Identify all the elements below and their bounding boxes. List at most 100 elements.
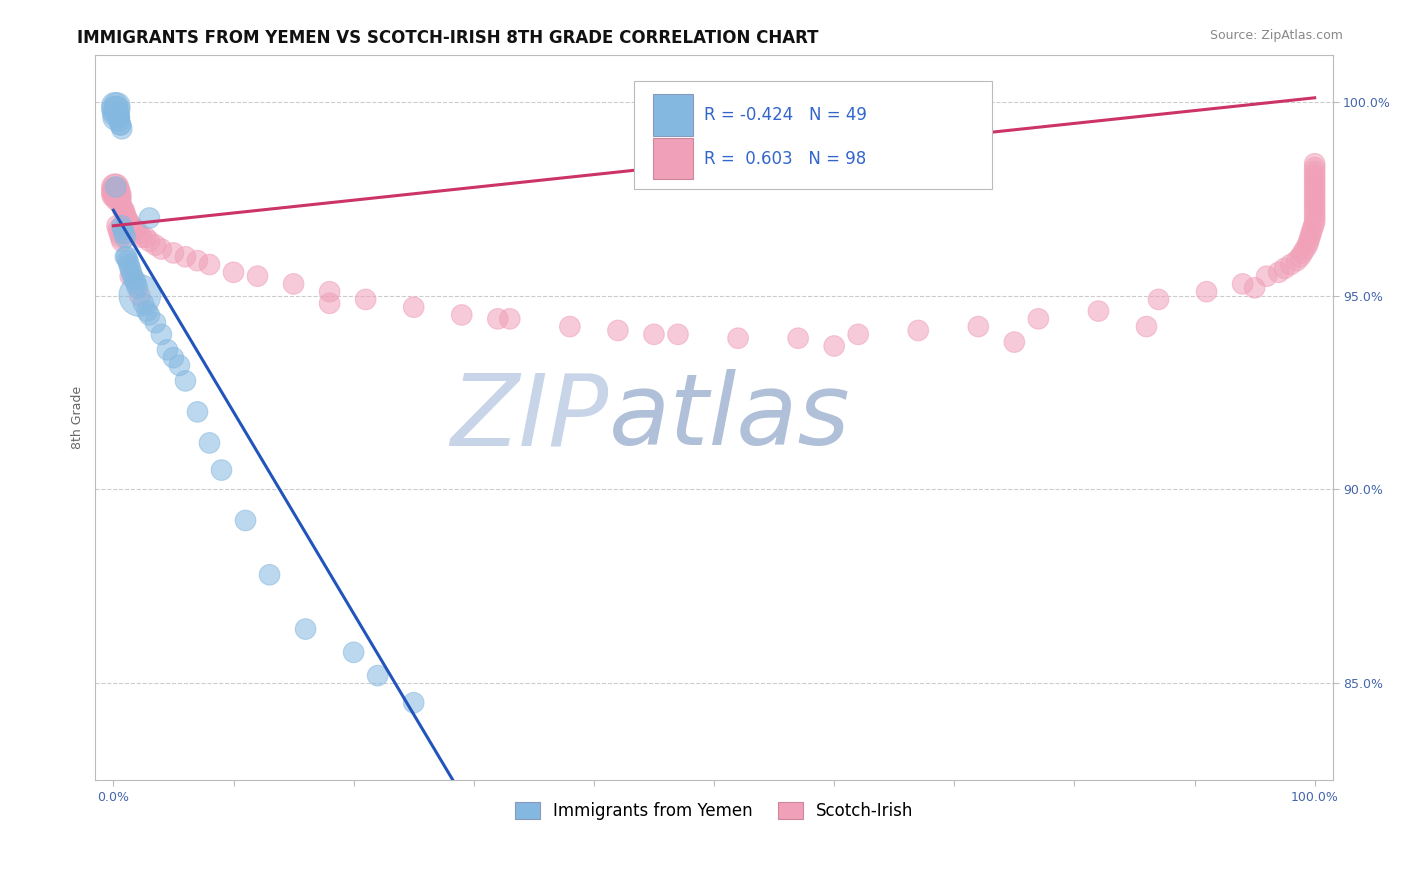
Text: Source: ZipAtlas.com: Source: ZipAtlas.com: [1209, 29, 1343, 42]
Text: IMMIGRANTS FROM YEMEN VS SCOTCH-IRISH 8TH GRADE CORRELATION CHART: IMMIGRANTS FROM YEMEN VS SCOTCH-IRISH 8T…: [77, 29, 818, 46]
Point: [132, 296, 155, 310]
Point: [127, 281, 149, 295]
Point: [118, 215, 141, 229]
Point: [222, 265, 245, 279]
Point: [112, 203, 135, 218]
Point: [128, 227, 150, 241]
Point: [246, 269, 269, 284]
Point: [967, 319, 990, 334]
Point: [103, 98, 125, 112]
Text: R =  0.603   N = 98: R = 0.603 N = 98: [704, 150, 866, 168]
Point: [138, 308, 160, 322]
Point: [1298, 234, 1320, 248]
Point: [156, 343, 179, 357]
Point: [117, 215, 139, 229]
Point: [124, 273, 146, 287]
Point: [104, 184, 127, 198]
Point: [162, 351, 184, 365]
Point: [145, 316, 167, 330]
Point: [110, 118, 132, 132]
Point: [1002, 335, 1025, 350]
Point: [111, 222, 134, 236]
Point: [402, 696, 425, 710]
Point: [138, 211, 160, 225]
Point: [110, 195, 132, 210]
Point: [1195, 285, 1218, 299]
Point: [108, 114, 131, 128]
Point: [727, 331, 749, 345]
Point: [1303, 199, 1326, 213]
Point: [486, 311, 509, 326]
Point: [318, 296, 340, 310]
Point: [111, 203, 134, 218]
Point: [107, 187, 129, 202]
Point: [103, 187, 125, 202]
Point: [105, 219, 128, 233]
Point: [169, 359, 191, 373]
Point: [787, 331, 810, 345]
Point: [120, 265, 142, 279]
Point: [1303, 195, 1326, 210]
Point: [111, 219, 134, 233]
Point: [1267, 265, 1289, 279]
Point: [104, 187, 127, 202]
Point: [606, 323, 628, 337]
Point: [120, 269, 142, 284]
Point: [125, 222, 148, 236]
Point: [211, 463, 233, 477]
Point: [198, 436, 221, 450]
Text: atlas: atlas: [609, 369, 851, 467]
Point: [105, 187, 128, 202]
Point: [1303, 207, 1326, 221]
Point: [121, 269, 143, 284]
Point: [367, 668, 389, 682]
Point: [186, 253, 208, 268]
Point: [1303, 215, 1326, 229]
Point: [128, 288, 150, 302]
Point: [1303, 180, 1326, 194]
FancyBboxPatch shape: [654, 137, 693, 179]
Point: [1087, 304, 1109, 318]
Point: [162, 246, 184, 260]
Point: [1243, 281, 1265, 295]
Point: [1028, 311, 1050, 326]
Point: [104, 180, 127, 194]
Point: [907, 323, 929, 337]
Point: [110, 118, 132, 132]
Point: [283, 277, 305, 291]
Point: [103, 103, 125, 117]
Point: [235, 514, 257, 528]
Point: [1279, 258, 1302, 272]
Point: [108, 195, 131, 210]
Point: [107, 192, 129, 206]
Point: [1303, 192, 1326, 206]
Point: [114, 250, 136, 264]
Point: [1303, 203, 1326, 218]
Point: [1135, 319, 1157, 334]
Point: [114, 207, 136, 221]
Point: [108, 110, 131, 124]
Point: [1147, 293, 1170, 307]
Point: [108, 192, 131, 206]
FancyBboxPatch shape: [634, 80, 993, 189]
Point: [1303, 187, 1326, 202]
Point: [115, 211, 138, 225]
Point: [104, 110, 127, 124]
Point: [198, 258, 221, 272]
Point: [259, 567, 281, 582]
Point: [1303, 169, 1326, 183]
Point: [499, 311, 522, 326]
Point: [186, 405, 208, 419]
Point: [105, 184, 128, 198]
Point: [1232, 277, 1254, 291]
Point: [1289, 250, 1312, 264]
Point: [1292, 246, 1315, 260]
Point: [558, 319, 581, 334]
Point: [135, 230, 157, 244]
Point: [128, 288, 150, 302]
Point: [108, 227, 131, 241]
Point: [1285, 253, 1308, 268]
Point: [643, 327, 665, 342]
Point: [354, 293, 377, 307]
Point: [294, 622, 316, 636]
